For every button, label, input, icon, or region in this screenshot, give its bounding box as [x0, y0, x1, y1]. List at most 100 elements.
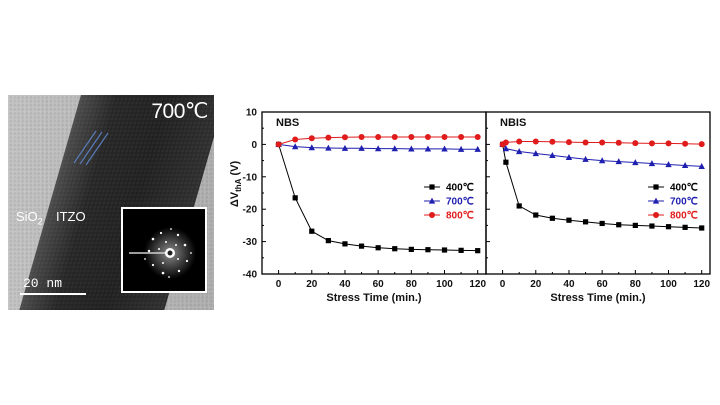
data-point-400	[375, 245, 381, 251]
y-tick-label: 0	[251, 140, 257, 151]
y-tick-label: -10	[243, 172, 258, 183]
data-point-400	[475, 248, 481, 254]
data-point-700	[457, 145, 465, 152]
y-tick-label: -20	[243, 205, 258, 216]
data-point-400	[566, 217, 572, 223]
data-point-800	[648, 140, 655, 147]
x-tick-label: 120	[693, 279, 710, 290]
data-point-400	[632, 222, 638, 228]
tem-micrograph: 700℃ SiO2 ITZO 20 nm	[8, 95, 214, 310]
legend-label-400: 400℃	[446, 183, 474, 194]
legend-marker-400	[653, 184, 659, 190]
data-point-400	[616, 222, 622, 228]
data-point-800	[275, 141, 282, 148]
data-point-400	[582, 219, 589, 225]
data-point-800	[516, 138, 523, 145]
data-point-700	[474, 145, 481, 152]
sio2-subscript: 2	[37, 216, 43, 227]
y-axis-title-main: ΔV	[229, 191, 241, 207]
panel-nbs: 0 20 40 60 80 100 120100-10-20-30-40NBSStress …	[243, 108, 487, 304]
data-point-400	[649, 223, 655, 229]
legend-marker-800	[429, 212, 435, 218]
panel-nbis: 0 20 40 60 80 100 120 NBIS Stress Time (min.) 400…	[485, 111, 711, 304]
legend-marker-800	[653, 212, 659, 218]
y-tick-label: -40	[243, 270, 258, 281]
data-point-800	[325, 134, 332, 141]
data-point-800	[565, 139, 572, 146]
panel-title: NBIS	[500, 117, 526, 129]
x-tick-label: 80	[406, 279, 418, 290]
lattice-fringe-lines	[73, 130, 109, 165]
x-tick-label: 40	[563, 279, 575, 290]
data-point-800	[358, 133, 365, 140]
x-tick-label: 60	[597, 279, 609, 290]
data-point-700	[648, 160, 656, 167]
x-tick-label: 120	[469, 279, 486, 290]
data-point-800	[532, 138, 539, 145]
x-axis-title: Stress Time (min.)	[326, 292, 421, 304]
data-point-800	[308, 135, 315, 142]
data-point-700	[598, 157, 606, 164]
data-point-700	[632, 159, 639, 166]
data-point-400	[309, 228, 315, 234]
x-tick-label: 20	[530, 279, 542, 290]
data-point-800	[341, 134, 348, 141]
data-point-400	[292, 195, 298, 201]
data-point-400	[665, 224, 672, 230]
data-point-400	[533, 212, 539, 218]
data-point-400	[458, 247, 464, 253]
data-point-400	[358, 243, 365, 249]
data-point-400	[325, 238, 331, 244]
series-line-700	[502, 144, 702, 167]
data-point-700	[532, 150, 539, 157]
panel-title: NBS	[276, 117, 299, 129]
data-point-400	[549, 215, 555, 221]
data-point-700	[665, 161, 672, 168]
data-point-700	[291, 143, 299, 150]
data-point-800	[375, 133, 382, 140]
legend-label-800: 800℃	[446, 211, 474, 222]
data-point-800	[549, 138, 556, 145]
data-point-400	[699, 225, 705, 231]
data-point-700	[565, 153, 573, 160]
x-axis-title: Stress Time (min.)	[550, 292, 645, 304]
y-axis-title-unit: (V)	[229, 161, 241, 179]
legend-label-700: 700℃	[670, 197, 698, 208]
data-point-800	[615, 139, 622, 146]
data-point-400	[441, 247, 448, 253]
series-line-400	[502, 144, 702, 229]
x-tick-label: 40	[339, 279, 351, 290]
x-tick-label: 100	[436, 279, 453, 290]
legend-marker-700	[428, 197, 436, 204]
diffraction-pattern-inset	[121, 207, 207, 293]
data-point-800	[408, 133, 415, 140]
data-point-700	[681, 162, 689, 169]
data-point-800	[441, 133, 448, 140]
x-tick-label: 20	[306, 279, 318, 290]
scale-bar-label: 20 nm	[23, 276, 63, 291]
x-tick-label: 60	[373, 279, 385, 290]
sio2-text: SiO	[16, 209, 38, 224]
data-point-700	[308, 144, 315, 151]
sio2-label: SiO2	[16, 209, 43, 227]
y-tick-label: -30	[243, 237, 258, 248]
data-point-700	[325, 144, 332, 151]
data-point-800	[458, 133, 465, 140]
scale-bar	[20, 293, 86, 295]
data-point-700	[615, 158, 622, 165]
data-point-800	[474, 133, 481, 140]
data-point-700	[408, 145, 415, 152]
y-tick-label: 10	[246, 108, 258, 119]
x-tick-label: 100	[660, 279, 677, 290]
itzo-label: ITZO	[56, 209, 86, 224]
data-point-400	[392, 246, 398, 252]
data-point-400	[425, 247, 431, 253]
data-point-700	[698, 163, 705, 170]
data-point-700	[341, 144, 349, 151]
data-point-800	[665, 140, 672, 147]
data-point-800	[424, 133, 431, 140]
y-axis-title-subscript: thA	[234, 178, 243, 192]
data-point-400	[408, 246, 414, 252]
legend-marker-700	[652, 197, 660, 204]
